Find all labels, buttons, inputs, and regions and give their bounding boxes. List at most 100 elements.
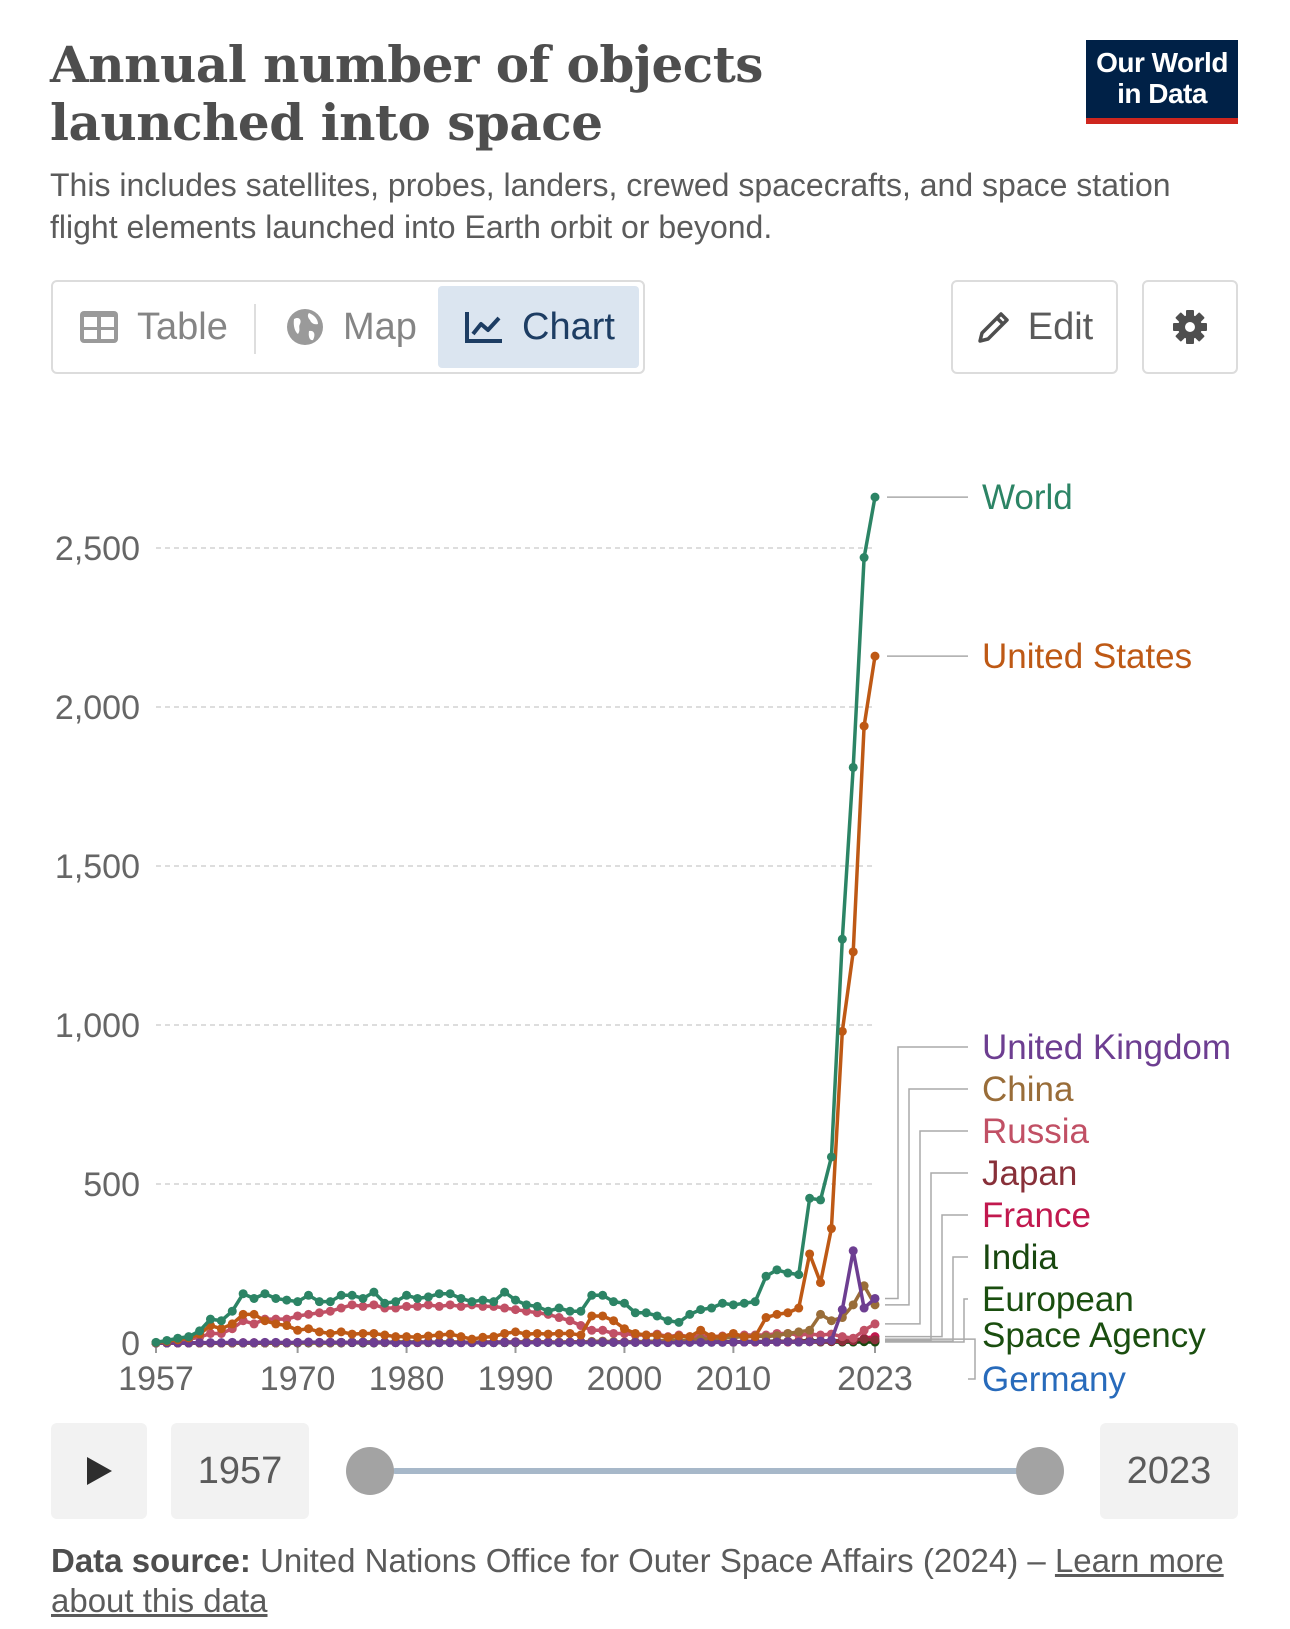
- data-point: [249, 1293, 259, 1303]
- data-point: [587, 1337, 597, 1347]
- data-point: [598, 1337, 608, 1347]
- edit-button[interactable]: Edit: [951, 280, 1118, 374]
- data-point: [859, 721, 869, 731]
- timeline-start-handle[interactable]: [346, 1447, 394, 1495]
- tab-chart-label: Chart: [522, 305, 615, 348]
- data-point: [391, 1297, 401, 1307]
- data-point: [336, 1303, 346, 1313]
- globe-icon: [287, 309, 323, 345]
- data-point: [336, 1327, 346, 1337]
- data-point: [456, 1301, 466, 1311]
- data-point: [445, 1338, 455, 1348]
- timeline-end-year[interactable]: 2023: [1100, 1423, 1238, 1519]
- chart-title: Annual number of objects launched into s…: [50, 35, 763, 152]
- settings-button[interactable]: [1142, 280, 1238, 374]
- data-point: [412, 1293, 422, 1303]
- data-point: [663, 1332, 673, 1342]
- owid-logo[interactable]: Our World in Data: [1086, 40, 1238, 124]
- data-source-text: United Nations Office for Outer Space Af…: [260, 1542, 1046, 1579]
- data-point: [859, 1303, 869, 1313]
- data-point: [521, 1300, 531, 1310]
- data-point: [641, 1330, 651, 1340]
- label-connector: [885, 1256, 968, 1342]
- timeline-track[interactable]: [392, 1468, 1044, 1474]
- edit-button-label: Edit: [1027, 305, 1094, 348]
- tab-table[interactable]: Table: [53, 286, 253, 368]
- data-point: [195, 1326, 205, 1336]
- data-point: [347, 1300, 357, 1310]
- timeline-start-year[interactable]: 1957: [171, 1423, 309, 1519]
- series-united-states: [151, 651, 880, 1348]
- data-point: [358, 1293, 368, 1303]
- data-point: [260, 1316, 270, 1326]
- y-tick-label: 2,000: [55, 689, 140, 727]
- logo-line-1: Our World: [1096, 47, 1228, 78]
- tab-chart[interactable]: Chart: [438, 286, 639, 368]
- data-point: [794, 1337, 804, 1347]
- data-point: [848, 1300, 858, 1310]
- data-point: [565, 1337, 575, 1347]
- data-point: [412, 1301, 422, 1311]
- data-point: [391, 1332, 401, 1342]
- data-point: [532, 1301, 542, 1311]
- data-point: [826, 1152, 836, 1162]
- data-point: [630, 1308, 640, 1318]
- data-point: [467, 1334, 477, 1344]
- data-point: [598, 1325, 608, 1335]
- data-point: [837, 934, 847, 944]
- data-point: [489, 1297, 499, 1307]
- data-point: [521, 1338, 531, 1348]
- series-label: United Kingdom: [982, 1028, 1231, 1067]
- data-point: [489, 1332, 499, 1342]
- data-point: [816, 1278, 826, 1288]
- data-point: [511, 1337, 520, 1347]
- data-point: [205, 1338, 215, 1348]
- data-point: [707, 1332, 717, 1342]
- data-point: [521, 1329, 531, 1339]
- data-point: [674, 1317, 684, 1327]
- data-point: [728, 1328, 738, 1338]
- data-point: [739, 1332, 749, 1342]
- data-point: [663, 1316, 673, 1326]
- data-point: [293, 1325, 303, 1335]
- data-point: [347, 1329, 357, 1339]
- data-point: [565, 1306, 575, 1316]
- play-icon: [87, 1457, 112, 1485]
- data-point: [750, 1332, 760, 1342]
- series-label: China: [982, 1070, 1074, 1109]
- data-point: [816, 1336, 826, 1346]
- data-point: [184, 1332, 194, 1342]
- data-point: [609, 1316, 619, 1326]
- data-point: [380, 1298, 390, 1308]
- data-point: [293, 1311, 303, 1321]
- y-tick-label: 1,500: [55, 848, 140, 886]
- data-point: [456, 1332, 466, 1342]
- series-united-kingdom: [151, 1246, 880, 1348]
- data-point: [696, 1325, 706, 1335]
- data-point: [805, 1249, 815, 1259]
- label-connector: [885, 1130, 968, 1325]
- data-point: [347, 1290, 357, 1300]
- data-point: [369, 1328, 379, 1338]
- x-tick-label: 1990: [478, 1360, 554, 1398]
- data-point: [609, 1337, 619, 1347]
- tab-map[interactable]: Map: [259, 286, 427, 368]
- data-point: [641, 1308, 651, 1318]
- data-point: [870, 651, 880, 661]
- learn-more-link[interactable]: Learn more about this data: [51, 1542, 1224, 1619]
- play-button[interactable]: [51, 1423, 147, 1519]
- data-point: [434, 1330, 444, 1340]
- data-point: [565, 1328, 575, 1338]
- series-label: World: [982, 478, 1073, 517]
- timeline-end-handle[interactable]: [1016, 1447, 1064, 1495]
- data-point: [216, 1338, 226, 1348]
- data-point: [347, 1337, 357, 1347]
- data-point: [576, 1306, 586, 1316]
- chart-subtitle: This includes satellites, probes, lander…: [50, 167, 1171, 245]
- data-point: [870, 1293, 880, 1303]
- y-tick-label: 1,000: [55, 1007, 140, 1045]
- data-point: [848, 947, 858, 957]
- series-line: [155, 496, 877, 1345]
- data-point: [282, 1321, 292, 1331]
- series-label: Russia: [982, 1112, 1090, 1151]
